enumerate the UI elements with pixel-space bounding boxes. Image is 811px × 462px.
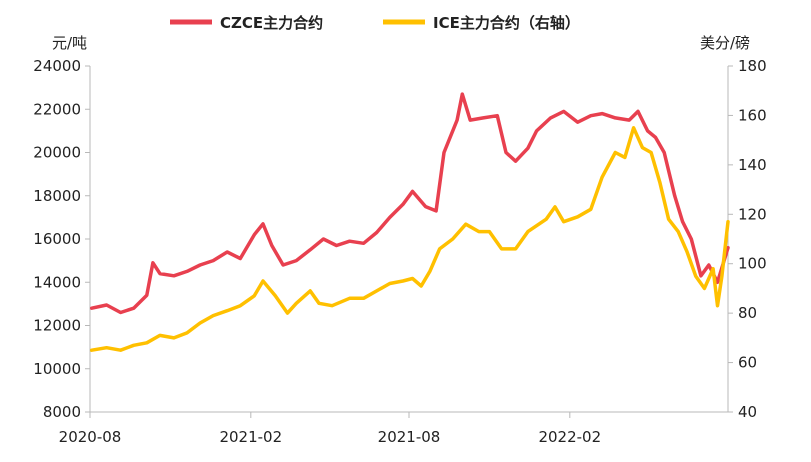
series-group bbox=[89, 92, 730, 352]
legend-label-ice: ICE主力合约（右轴） bbox=[433, 14, 580, 32]
right-tick-label: 140 bbox=[738, 156, 767, 174]
left-tick-label: 18000 bbox=[33, 187, 81, 205]
left-tick-label: 12000 bbox=[33, 317, 81, 335]
series-line-czce bbox=[89, 92, 730, 315]
left-axis-unit: 元/吨 bbox=[52, 34, 87, 52]
right-tick-label: 160 bbox=[738, 106, 767, 124]
right-tick-label: 80 bbox=[738, 304, 757, 322]
x-tick-label: 2021-02 bbox=[219, 428, 282, 446]
right-tick-label: 180 bbox=[738, 57, 767, 75]
left-tick-label: 16000 bbox=[33, 230, 81, 248]
left-tick-label: 14000 bbox=[33, 273, 81, 291]
left-tick-label: 8000 bbox=[43, 403, 81, 421]
left-tick-label: 10000 bbox=[33, 360, 81, 378]
series-line-ice bbox=[89, 126, 730, 352]
right-tick-label: 120 bbox=[738, 205, 767, 223]
right-tick-label: 40 bbox=[738, 403, 757, 421]
x-tick-label: 2022-02 bbox=[538, 428, 601, 446]
right-tick-label: 60 bbox=[738, 354, 757, 372]
left-tick-label: 20000 bbox=[33, 144, 81, 162]
right-axis-unit: 美分/磅 bbox=[700, 34, 750, 52]
legend-label-czce: CZCE主力合约 bbox=[220, 14, 323, 32]
legend: CZCE主力合约 ICE主力合约（右轴） bbox=[170, 14, 580, 32]
right-axis-ticks: 40 60 80 100 120 140 160 180 bbox=[728, 57, 767, 421]
x-tick-label: 2020-08 bbox=[59, 428, 122, 446]
left-axis-ticks: 8000 10000 12000 14000 16000 18000 20000 22000 2… bbox=[33, 57, 90, 421]
left-tick-label: 22000 bbox=[33, 100, 81, 118]
right-tick-label: 100 bbox=[738, 255, 767, 273]
left-tick-label: 24000 bbox=[33, 57, 81, 75]
x-axis-ticks: 2020-08 2021-02 2021-08 2022-02 bbox=[59, 412, 601, 446]
x-tick-label: 2021-08 bbox=[378, 428, 441, 446]
